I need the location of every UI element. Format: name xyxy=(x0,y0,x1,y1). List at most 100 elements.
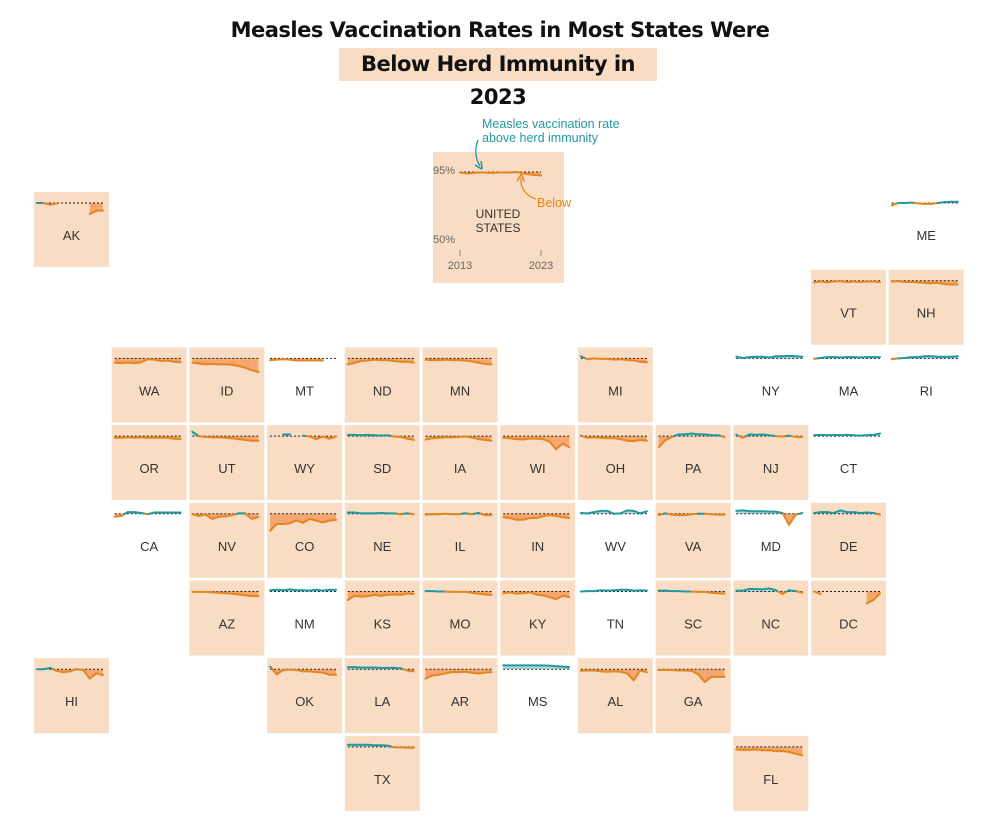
state-series-id-area-below xyxy=(251,358,259,372)
state-tile-mt: MT xyxy=(267,347,343,423)
state-series-me-line-segment xyxy=(936,201,946,204)
state-tile-tn: TN xyxy=(577,580,653,656)
state-tile-ks: KS xyxy=(344,580,420,656)
state-label-co: CO xyxy=(295,539,315,554)
state-series-ks-line-segment xyxy=(373,593,382,597)
state-label-oh: OH xyxy=(606,461,626,476)
state-series-de-line-segment xyxy=(832,509,842,514)
state-tile-de: DE xyxy=(811,502,886,578)
national-tile: 95% 50% 2013 2023 UNITED STATES xyxy=(433,152,564,283)
national-label-line1: UNITED xyxy=(476,207,521,221)
state-series-ia-line-segment xyxy=(464,435,473,439)
state-series-nd-line-segment xyxy=(366,358,376,362)
state-tile-ct: CT xyxy=(811,425,886,501)
state-label-ut: UT xyxy=(218,461,235,476)
state-series-ks-line-segment xyxy=(346,594,356,601)
state-series-id-line-segment xyxy=(244,366,253,372)
state-label-la: LA xyxy=(374,694,390,709)
state-series-ct-line-segment xyxy=(872,432,881,436)
state-tile-ar: AR xyxy=(422,658,498,734)
state-label-de: DE xyxy=(839,539,857,554)
state-series-ar-line-segment xyxy=(477,671,486,675)
state-series-wi-line-segment xyxy=(508,437,518,441)
state-tile-nv: NV xyxy=(189,502,265,578)
state-series-ga-line-segment xyxy=(697,673,706,683)
legend-below-label: Below xyxy=(537,196,572,210)
state-series-ny-line-segment xyxy=(768,355,777,359)
state-series-id-line-segment xyxy=(191,361,200,365)
state-label-nj: NJ xyxy=(763,461,779,476)
state-label-ia: IA xyxy=(454,461,467,476)
state-series-de-line-segment xyxy=(875,512,881,516)
state-label-ks: KS xyxy=(374,617,392,632)
state-tile-ok: OK xyxy=(267,658,343,734)
state-series-az-line-segment xyxy=(231,592,240,596)
state-series-nj-line-segment xyxy=(761,433,771,437)
state-series-co-area-below xyxy=(329,513,337,521)
state-label-nd: ND xyxy=(373,383,392,398)
national-series-line-segment xyxy=(459,171,470,175)
national-series-line-segment xyxy=(467,171,478,175)
state-series-wy-line-segment xyxy=(321,435,331,440)
state-series-in-area-below xyxy=(516,513,523,520)
state-series-az-area-below xyxy=(251,591,259,597)
state-tile-ri: RI xyxy=(888,347,964,423)
state-series-ar-line-segment xyxy=(424,674,434,680)
state-series-ky-line-segment xyxy=(508,591,518,595)
state-tile-background-nm xyxy=(267,580,343,656)
state-series-wa-line-segment xyxy=(153,358,162,362)
state-series-ga-area-below xyxy=(711,669,718,677)
state-series-hi-line-segment xyxy=(82,669,91,680)
state-series-sc-line-segment xyxy=(703,590,713,594)
state-label-ma: MA xyxy=(839,383,859,398)
state-tile-ky: KY xyxy=(500,580,576,656)
state-series-fl-line-segment xyxy=(755,748,764,752)
state-series-nv-line-segment xyxy=(244,512,253,520)
state-label-md: MD xyxy=(761,539,781,554)
state-series-pa-line-segment xyxy=(657,439,667,449)
state-series-al-line-segment xyxy=(619,670,629,675)
state-series-wi-line-segment xyxy=(561,442,571,449)
state-series-oh-line-segment xyxy=(619,438,629,442)
state-series-vt-line-segment xyxy=(839,280,848,283)
state-series-co-line-segment xyxy=(315,519,324,524)
state-series-wi-line-segment xyxy=(541,438,551,443)
state-series-al-line-segment xyxy=(626,672,635,682)
state-series-ar-line-segment xyxy=(437,672,447,676)
state-tile-ne: NE xyxy=(344,502,420,578)
state-series-wi-line-segment xyxy=(548,440,557,451)
national-series-line-segment xyxy=(491,171,502,175)
state-tile-ms: MS xyxy=(500,658,576,734)
state-series-ar-line-segment xyxy=(464,670,473,674)
state-series-ia-line-segment xyxy=(470,436,480,441)
state-tile-wi: WI xyxy=(500,425,576,501)
state-series-wa-line-segment xyxy=(133,361,143,365)
state-series-ks-line-segment xyxy=(353,594,362,598)
state-series-ut-line-segment xyxy=(191,430,200,438)
state-tile-background-ma xyxy=(811,347,886,423)
state-series-ne-line-segment xyxy=(353,511,362,515)
state-series-nm-line-segment xyxy=(321,588,331,592)
state-series-mi-line-segment xyxy=(586,357,596,361)
state-series-nh-line-segment xyxy=(936,281,946,286)
state-tile-dc: DC xyxy=(811,580,886,656)
state-label-ak: AK xyxy=(63,228,81,243)
state-tile-me: ME xyxy=(888,192,964,267)
state-series-me-line-segment xyxy=(930,202,939,205)
state-series-nv-line-segment xyxy=(224,514,233,518)
state-tile-ia: IA xyxy=(422,425,498,501)
state-series-nv-line-segment xyxy=(198,513,207,517)
state-series-nm-line-segment xyxy=(288,588,298,592)
state-series-mi-line-segment xyxy=(606,357,615,361)
state-series-co-line-segment xyxy=(295,519,305,524)
state-series-nc-line-segment xyxy=(761,587,771,591)
state-tile-ma: MA xyxy=(811,347,886,423)
state-series-dc-line-segment xyxy=(813,590,822,596)
state-tile-background-nc xyxy=(733,580,809,656)
state-series-dc-line-segment xyxy=(872,592,881,601)
state-label-va: VA xyxy=(685,539,702,554)
state-series-vt-line-segment xyxy=(826,280,835,284)
state-label-tx: TX xyxy=(374,772,391,787)
state-tile-il: IL xyxy=(422,502,498,578)
